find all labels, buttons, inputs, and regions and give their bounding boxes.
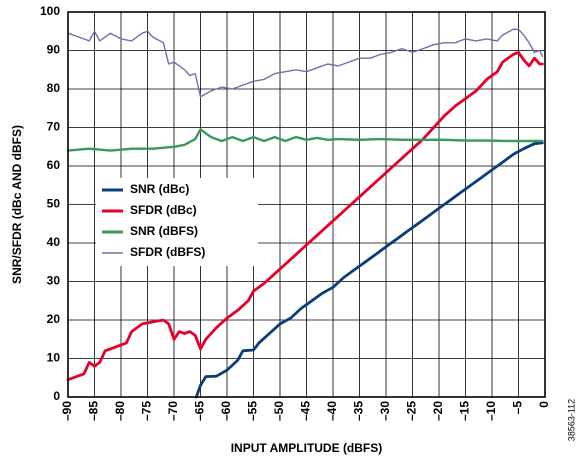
series-line-snr-dbc <box>194 141 544 399</box>
y-axis-title: SNR/SFDR (dBc AND dBFS) <box>10 125 24 284</box>
series-lines <box>66 28 544 399</box>
series-line-sfdr-dbc <box>66 51 544 382</box>
legend-label-snr-dbfs: SNR (dBFS) <box>130 224 198 238</box>
y-tick-label: 30 <box>47 274 61 288</box>
x-tick-label: –25 <box>405 401 419 421</box>
x-axis-title: INPUT AMPLITUDE (dBFS) <box>231 441 383 455</box>
y-tick-label: 20 <box>47 312 61 326</box>
x-tick-label: –20 <box>431 401 445 421</box>
plot-frame <box>67 11 546 398</box>
x-tick-label: –35 <box>352 401 366 421</box>
grid <box>68 12 545 397</box>
x-tick-label: –30 <box>378 401 392 421</box>
series-line-snr-dbfs <box>66 128 544 152</box>
x-tick-label: –90 <box>60 401 74 421</box>
x-tick-label: –85 <box>87 401 101 421</box>
x-tick-label: 0 <box>537 401 551 408</box>
y-tick-label: 70 <box>47 120 61 134</box>
x-tick-label: –55 <box>246 401 260 421</box>
series-line-sfdr-dbfs <box>67 28 544 98</box>
x-tick-label: –60 <box>219 401 233 421</box>
y-tick-label: 0 <box>53 389 60 403</box>
x-tick-label: –5 <box>511 401 525 415</box>
y-tick-label: 60 <box>47 158 61 172</box>
y-tick-label: 50 <box>47 197 61 211</box>
x-tick-labels: –90 –85 –80 –75 –70 –65 –60 –55 –50 –45 –40 –35 –30–… <box>60 401 551 421</box>
y-tick-label: 10 <box>47 351 61 365</box>
x-tick-label: –40 <box>325 401 339 421</box>
x-tick-label: –65 <box>193 401 207 421</box>
x-tick-label: –50 <box>272 401 286 421</box>
figure-id: 38563-112 <box>566 399 576 441</box>
x-tick-label: –45 <box>299 401 313 421</box>
y-tick-label: 90 <box>47 43 61 57</box>
y-tick-label: 100 <box>40 4 60 18</box>
legend-background <box>96 178 258 266</box>
x-tick-label: –75 <box>140 401 154 421</box>
x-tick-label: –70 <box>166 401 180 421</box>
legend-label-sfdr-dbc: SFDR (dBc) <box>130 203 197 217</box>
y-tick-label: 40 <box>47 235 61 249</box>
legend: SNR (dBc) SFDR (dBc) SNR (dBFS) SFDR (dBFS) <box>96 178 258 266</box>
y-tick-label: 80 <box>47 81 61 95</box>
legend-label-snr-dbc: SNR (dBc) <box>130 182 189 196</box>
x-tick-label: –80 <box>113 401 127 421</box>
x-tick-label: –10 <box>484 401 498 421</box>
y-tick-labels: 0 10 20 30 40 50 60 70 80 90 100 <box>40 4 60 403</box>
legend-label-sfdr-dbfs: SFDR (dBFS) <box>130 245 205 259</box>
x-tick-label: –15 <box>458 401 472 421</box>
